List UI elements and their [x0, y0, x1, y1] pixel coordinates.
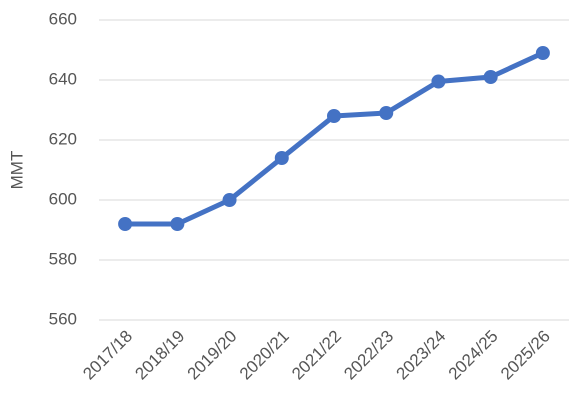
x-tick-label: 2025/26 — [497, 327, 554, 384]
y-tick-label: 660 — [49, 9, 77, 28]
y-tick-label: 560 — [49, 309, 77, 328]
y-tick-label: 580 — [49, 249, 77, 268]
marker — [535, 46, 550, 60]
y-tick-label: 600 — [49, 189, 77, 208]
marker — [118, 217, 133, 231]
x-tick-label: 2024/25 — [445, 327, 502, 384]
x-tick-label: 2022/23 — [340, 327, 397, 384]
marker — [327, 109, 341, 123]
x-tick-label: 2019/20 — [184, 327, 241, 384]
marker — [274, 151, 289, 165]
marker — [379, 106, 394, 120]
x-tick-label: 2017/18 — [79, 327, 136, 384]
y-axis-label: MMT — [7, 151, 26, 190]
x-tick-label: 2020/21 — [236, 327, 293, 384]
x-tick-label: 2018/19 — [131, 327, 188, 384]
y-tick-label: 620 — [49, 129, 77, 148]
y-tick-label: 640 — [49, 69, 77, 88]
x-tick-label: 2023/24 — [393, 327, 450, 384]
line — [125, 50, 544, 227]
marker — [222, 193, 237, 207]
marker — [431, 74, 446, 89]
marker — [170, 217, 185, 231]
marker — [483, 70, 498, 84]
x-tick-label: 2021/22 — [288, 327, 345, 384]
